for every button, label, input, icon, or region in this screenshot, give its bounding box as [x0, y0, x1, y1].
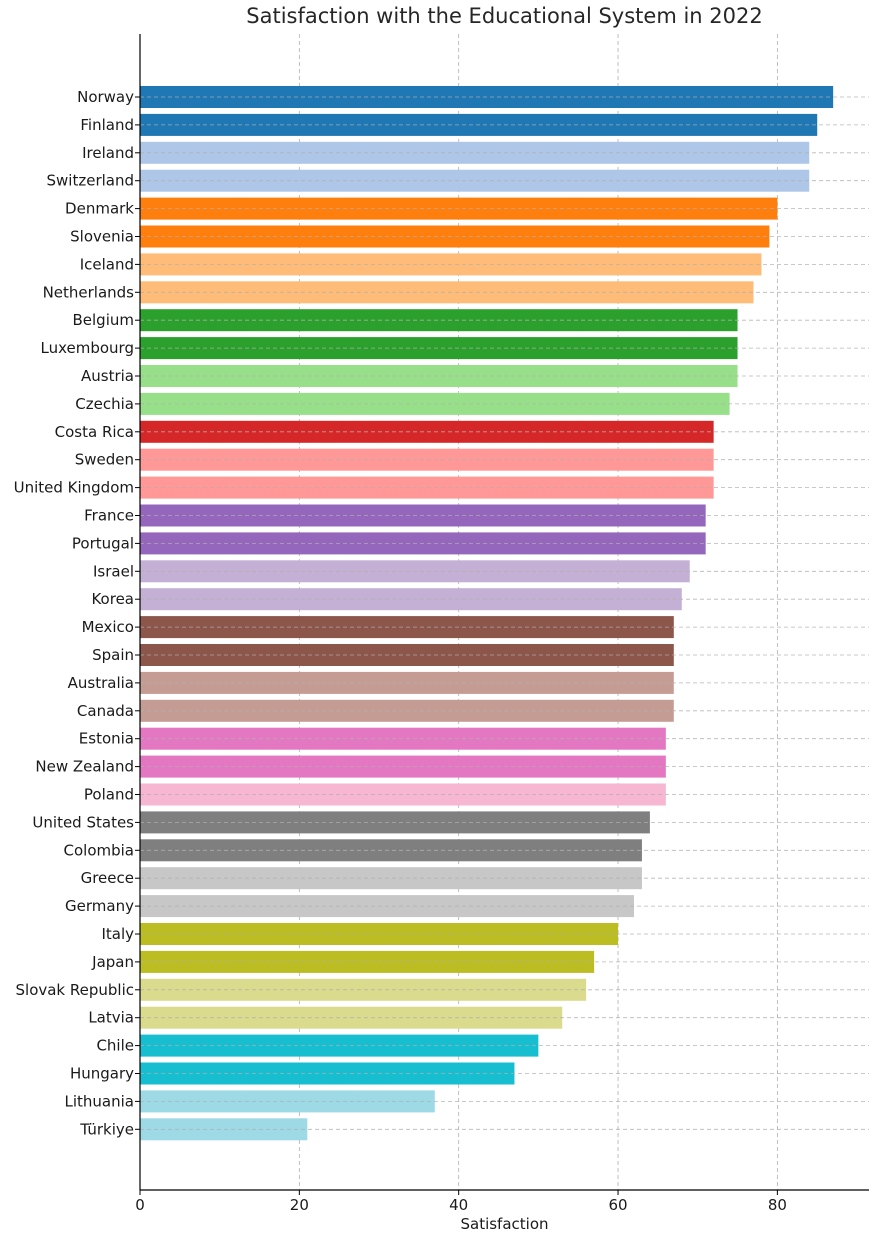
y-tick-label: Belgium — [73, 311, 135, 329]
y-tick-label: Slovak Republic — [16, 981, 135, 999]
axis-layer — [135, 34, 869, 1195]
y-tick-label: New Zealand — [35, 758, 134, 776]
bar — [140, 365, 738, 387]
y-tick-label: France — [84, 507, 134, 525]
y-tick-label: Switzerland — [47, 172, 135, 190]
y-tick-label: Canada — [77, 702, 134, 720]
y-tick-label: Slovenia — [70, 228, 134, 246]
y-tick-label: Estonia — [79, 730, 134, 748]
y-tick-label: Czechia — [75, 395, 134, 413]
y-tick-label: Denmark — [65, 200, 134, 218]
y-tick-label: Norway — [77, 88, 134, 106]
bar — [140, 839, 642, 862]
y-tick-label: Israel — [93, 562, 134, 580]
y-tick-label: United States — [32, 813, 134, 831]
y-tick-label: Germany — [65, 897, 134, 915]
label-layer: 0 20 40 60 80 Norway Finland Ireland Switzerland… — [14, 88, 787, 1214]
y-tick-label: Colombia — [64, 841, 135, 859]
y-tick-label: Finland — [80, 116, 134, 134]
x-tick-label: 60 — [608, 1196, 627, 1214]
y-tick-label: Poland — [84, 786, 134, 804]
bar — [140, 141, 810, 164]
y-tick-label: Japan — [91, 953, 134, 971]
y-tick-label: Türkiye — [79, 1120, 134, 1138]
y-tick-label: Costa Rica — [55, 423, 134, 441]
x-tick-label: 40 — [449, 1196, 468, 1214]
bar — [140, 225, 770, 248]
y-tick-label: Italy — [101, 925, 134, 943]
y-tick-label: Spain — [92, 646, 134, 664]
bar — [140, 281, 754, 304]
y-tick-label: Korea — [91, 590, 134, 608]
y-tick-label: Australia — [68, 674, 134, 692]
y-tick-label: Greece — [81, 869, 134, 887]
y-tick-label: Sweden — [75, 451, 134, 469]
y-tick-label: United Kingdom — [14, 479, 134, 497]
bar — [140, 448, 714, 471]
y-tick-label: Latvia — [88, 1009, 134, 1027]
x-tick-label: 80 — [768, 1196, 787, 1214]
x-axis-title: Satisfaction — [460, 1215, 548, 1233]
y-tick-label: Mexico — [82, 618, 134, 636]
x-tick-label: 20 — [290, 1196, 309, 1214]
bar — [140, 1118, 308, 1141]
y-tick-label: Iceland — [80, 255, 134, 273]
bar — [140, 867, 642, 890]
y-tick-label: Lithuania — [65, 1092, 134, 1110]
bar — [140, 337, 738, 360]
x-tick-label: 0 — [135, 1196, 145, 1214]
y-tick-label: Portugal — [72, 534, 134, 552]
y-tick-label: Ireland — [82, 144, 134, 162]
bar — [140, 1062, 515, 1085]
bar — [140, 588, 682, 611]
y-tick-label: Chile — [96, 1037, 134, 1055]
y-tick-label: Hungary — [70, 1065, 134, 1083]
y-tick-label: Austria — [81, 367, 134, 385]
bar-layer — [140, 86, 834, 1141]
bar — [140, 169, 810, 192]
y-tick-label: Luxembourg — [41, 339, 135, 357]
bar — [140, 420, 714, 443]
horizontal-grid-layer — [140, 96, 869, 1130]
bar — [140, 978, 587, 1001]
y-tick-label: Netherlands — [43, 283, 135, 301]
bar — [140, 309, 738, 332]
chart-title: Satisfaction with the Educational System… — [246, 4, 763, 28]
bar — [140, 476, 714, 499]
